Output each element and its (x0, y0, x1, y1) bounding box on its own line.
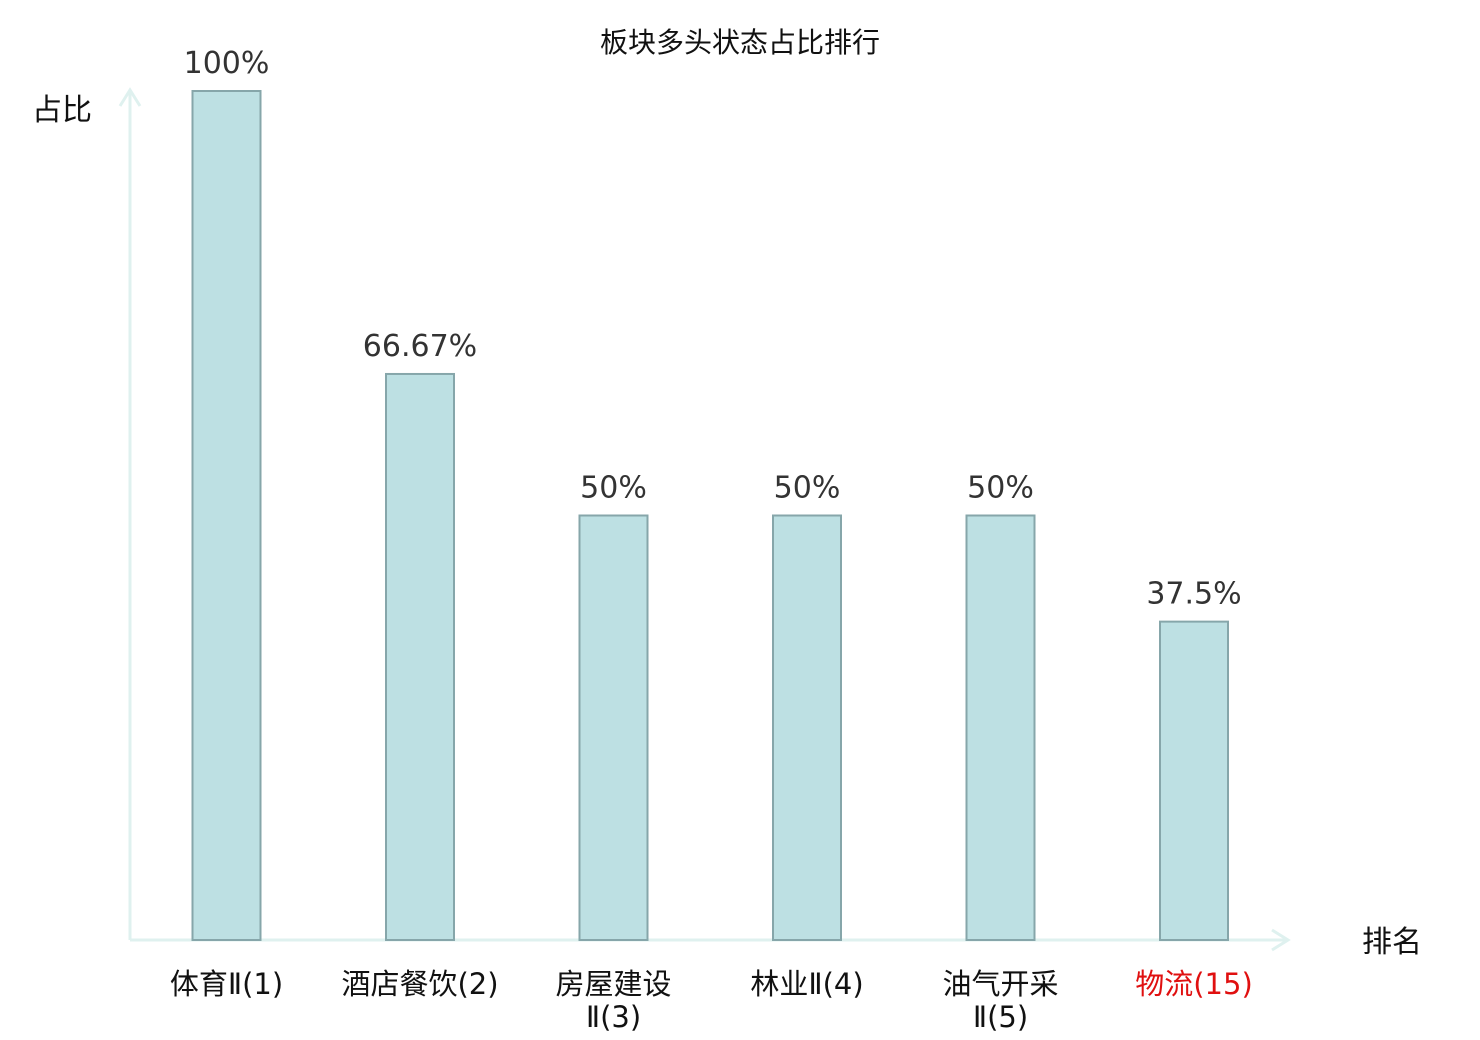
category-label-3-line-2: Ⅱ(3) (586, 1000, 641, 1034)
value-label-5: 50% (967, 471, 1034, 506)
x-axis-arrow-icon (1271, 928, 1291, 952)
category-label-1: 体育Ⅱ(1) (170, 967, 283, 1001)
category-label-5-line-2: Ⅱ(5) (973, 1000, 1028, 1034)
value-label-6: 37.5% (1146, 577, 1241, 612)
category-label-5-line-1: 油气开采 (942, 967, 1058, 1001)
bar-5 (965, 514, 1036, 941)
value-label-1: 100% (184, 46, 270, 81)
bar-3 (578, 514, 649, 941)
y-axis-arrow-icon (118, 87, 142, 107)
y-axis-label: 占比 (32, 93, 92, 128)
value-label-2: 66.67% (363, 329, 477, 364)
bar-6 (1159, 620, 1229, 941)
value-label-3: 50% (580, 471, 647, 506)
chart-title: 板块多头状态占比排行 (600, 26, 880, 59)
category-label-3-line-1: 房屋建设 (555, 967, 671, 1001)
category-label-4: 林业Ⅱ(4) (750, 967, 863, 1001)
value-labels: 100% 66.67% 50% 50% 50% 37.5% (184, 46, 1242, 612)
bar-2 (385, 372, 455, 942)
x-axis-label: 排名 (1362, 925, 1422, 960)
category-label-6: 物流(15) (1135, 967, 1253, 1001)
bar-4 (772, 514, 842, 941)
bars (191, 90, 1229, 942)
category-label-2: 酒店餐饮(2) (341, 967, 498, 1001)
axes (118, 87, 1291, 952)
bar-1 (191, 90, 262, 941)
value-label-4: 50% (774, 471, 841, 506)
